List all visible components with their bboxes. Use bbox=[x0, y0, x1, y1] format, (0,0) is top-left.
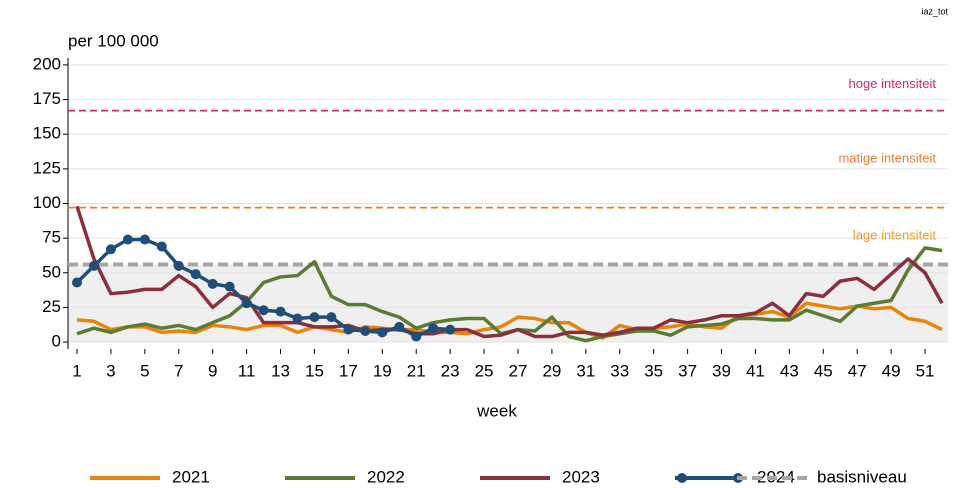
series-marker bbox=[292, 313, 303, 324]
x-tick-label: 23 bbox=[441, 361, 460, 380]
series-marker bbox=[139, 234, 150, 245]
x-tick-label: 3 bbox=[106, 361, 115, 380]
x-tick-label: 51 bbox=[916, 361, 935, 380]
series-line bbox=[76, 301, 943, 340]
x-tick-label: 49 bbox=[882, 361, 901, 380]
series-marker bbox=[326, 312, 337, 323]
intensity-label: hoge intensiteit bbox=[849, 76, 937, 91]
series-marker bbox=[360, 325, 371, 336]
y-tick-label: 0 bbox=[52, 332, 61, 351]
x-tick-label: 1 bbox=[72, 361, 81, 380]
y-axis-label: per 100 000 bbox=[68, 31, 159, 50]
series-marker bbox=[207, 278, 218, 289]
series-marker bbox=[309, 312, 320, 323]
series-marker bbox=[72, 277, 82, 288]
series-marker bbox=[411, 331, 422, 342]
series-marker bbox=[190, 269, 201, 280]
series-marker bbox=[88, 260, 99, 271]
x-tick-label: 41 bbox=[746, 361, 765, 380]
y-tick-label: 125 bbox=[33, 158, 61, 177]
x-tick-label: 19 bbox=[373, 361, 392, 380]
x-tick-label: 35 bbox=[644, 361, 663, 380]
x-tick-label: 43 bbox=[780, 361, 799, 380]
x-tick-label: 17 bbox=[339, 361, 358, 380]
corner-label: iaz_tot bbox=[921, 6, 948, 16]
x-tick-label: 45 bbox=[814, 361, 833, 380]
series-marker bbox=[394, 321, 405, 332]
series-marker bbox=[428, 323, 439, 334]
x-tick-label: 29 bbox=[542, 361, 561, 380]
series-marker bbox=[445, 324, 456, 335]
series-marker bbox=[275, 306, 286, 317]
baseline-band bbox=[68, 264, 948, 343]
x-tick-label: 5 bbox=[140, 361, 149, 380]
intensity-label: lage intensiteit bbox=[853, 228, 936, 243]
legend-label: basisniveau bbox=[817, 467, 907, 486]
x-tick-label: 21 bbox=[407, 361, 426, 380]
x-tick-label: 37 bbox=[678, 361, 697, 380]
y-tick-label: 25 bbox=[42, 297, 61, 316]
x-tick-label: 11 bbox=[238, 361, 256, 380]
x-tick-label: 31 bbox=[576, 361, 595, 380]
legend-marker bbox=[677, 473, 687, 483]
series-marker bbox=[258, 305, 269, 316]
legend-label: 2021 bbox=[172, 467, 210, 486]
legend-label: 2022 bbox=[367, 467, 405, 486]
series-marker bbox=[173, 260, 184, 271]
series-marker bbox=[122, 234, 133, 245]
x-tick-label: 39 bbox=[712, 361, 731, 380]
legend-label: 2023 bbox=[562, 467, 600, 486]
series-line bbox=[75, 205, 944, 339]
x-tick-label: 25 bbox=[475, 361, 494, 380]
series-marker bbox=[343, 324, 354, 335]
x-tick-label: 13 bbox=[271, 361, 290, 380]
x-tick-label: 15 bbox=[305, 361, 324, 380]
series-marker bbox=[105, 244, 116, 255]
x-tick-label: 9 bbox=[208, 361, 217, 380]
x-tick-label: 7 bbox=[174, 361, 183, 380]
x-tick-label: 47 bbox=[848, 361, 867, 380]
series-marker bbox=[224, 281, 235, 292]
series-marker bbox=[377, 327, 388, 338]
series-marker bbox=[156, 241, 167, 252]
x-axis-label: week bbox=[476, 401, 517, 420]
y-tick-label: 75 bbox=[42, 228, 61, 247]
series-marker bbox=[241, 298, 252, 309]
y-tick-label: 50 bbox=[42, 262, 61, 281]
intensity-label: matige intensiteit bbox=[838, 151, 936, 166]
y-tick-label: 175 bbox=[33, 89, 61, 108]
x-tick-label: 33 bbox=[610, 361, 629, 380]
y-tick-label: 150 bbox=[33, 124, 61, 143]
y-tick-label: 100 bbox=[33, 193, 61, 212]
y-tick-label: 200 bbox=[33, 54, 61, 73]
x-tick-label: 27 bbox=[509, 361, 528, 380]
